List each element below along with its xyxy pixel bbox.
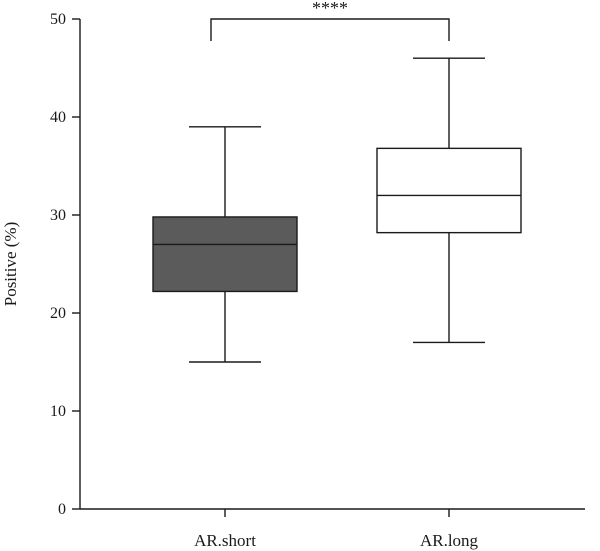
boxes xyxy=(152,57,522,363)
y-tick-label: 10 xyxy=(50,403,66,420)
x-ticks: AR.short AR.long xyxy=(194,509,479,550)
iqr-box xyxy=(376,147,522,234)
box-ar-short xyxy=(152,126,298,363)
iqr-box xyxy=(152,216,298,293)
significance-bracket: **** xyxy=(210,0,450,41)
y-axis-title: Positive (%) xyxy=(1,222,20,307)
y-tick-label: 30 xyxy=(50,207,66,224)
y-tick-label: 0 xyxy=(58,501,66,518)
significance-bracket-line xyxy=(210,18,450,41)
y-tick-label: 50 xyxy=(50,11,66,28)
y-ticks: 0 10 20 30 40 50 xyxy=(50,11,80,518)
y-tick-label: 20 xyxy=(50,305,66,322)
box-ar-long xyxy=(376,57,522,344)
significance-label: **** xyxy=(312,0,348,18)
x-category-label: AR.long xyxy=(420,531,479,550)
y-tick-label: 40 xyxy=(50,109,66,126)
x-category-label: AR.short xyxy=(194,531,256,550)
